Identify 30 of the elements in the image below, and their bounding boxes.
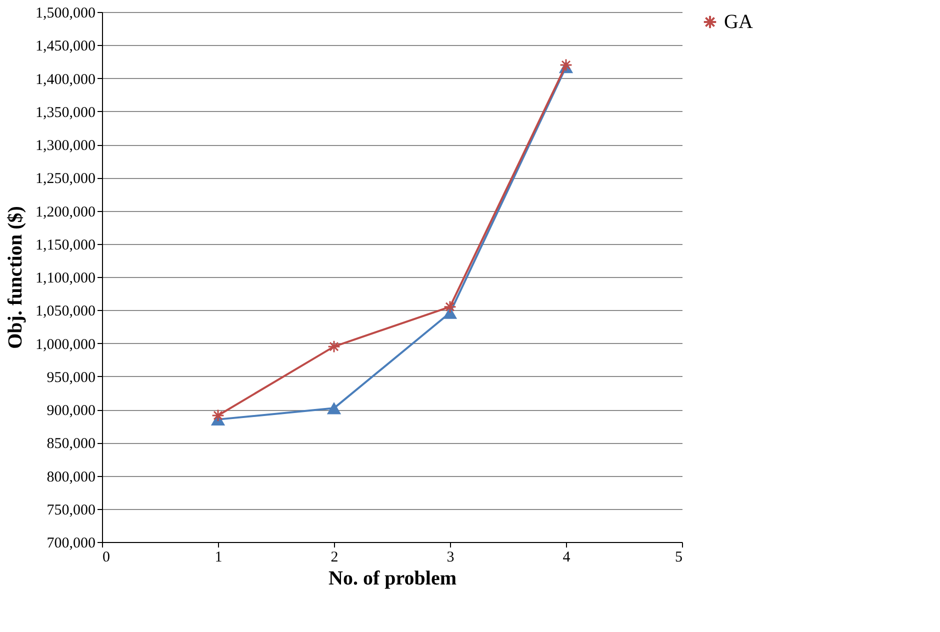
y-tick-label: 1,500,000: [36, 6, 96, 22]
y-tick-label: 1,000,000: [36, 336, 96, 353]
y-tick-label: 950,000: [46, 370, 96, 386]
y-tick-label: 1,200,000: [36, 204, 96, 220]
y-tick-label: 1,050,000: [36, 304, 96, 320]
y-tick-label: 750,000: [46, 502, 96, 518]
y-axis-title: Obj. function ($): [4, 206, 26, 349]
y-tick-label: 1,400,000: [36, 72, 96, 88]
y-tick-label: 800,000: [46, 469, 96, 486]
x-tick-label: 5: [675, 550, 682, 566]
x-tick-label: 0: [102, 550, 110, 566]
point: [444, 300, 456, 314]
y-tick-label: 1,350,000: [36, 104, 96, 121]
y-tick-label: 1,100,000: [36, 270, 96, 286]
x-axis-title: No. of problem: [328, 568, 457, 590]
y-tick-label: 850,000: [46, 436, 96, 452]
point: [328, 340, 340, 354]
x-tick-label: 3: [446, 550, 454, 566]
y-tick-label: 1,150,000: [36, 237, 96, 254]
y-tick-label: 1,300,000: [36, 138, 96, 154]
x-tick-label: 1: [214, 550, 222, 566]
y-tick-label: 900,000: [46, 403, 96, 419]
point: [326, 402, 342, 414]
y-tick-label: 1,250,000: [36, 171, 96, 188]
point: [212, 409, 224, 422]
y-tick-label: 1,450,000: [36, 38, 96, 55]
y-tick-label: 700,000: [46, 536, 96, 552]
legend-label: GA: [724, 11, 754, 33]
x-tick-label: 2: [330, 550, 338, 566]
x-tick-label: 4: [562, 550, 571, 566]
